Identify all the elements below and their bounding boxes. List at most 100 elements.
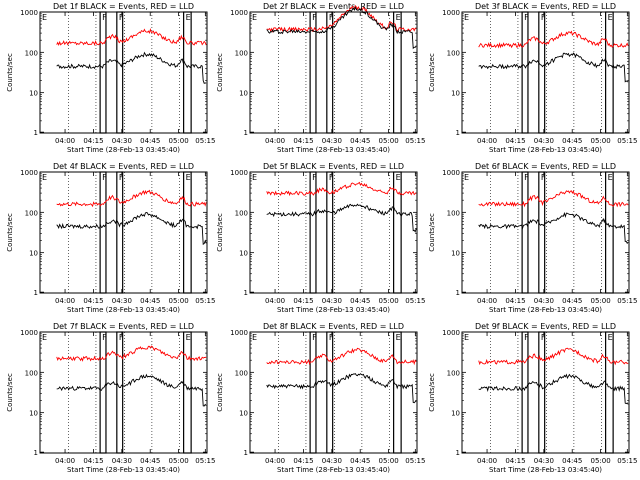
event-flag-label: F	[329, 333, 334, 342]
event-interval-box	[99, 11, 107, 134]
y-tick-label: 1000	[442, 169, 460, 177]
y-axis-label: Counts/sec	[6, 373, 14, 412]
plot-frame	[249, 331, 418, 454]
y-tick-label: 1000	[20, 329, 38, 337]
y-tick-label: 10	[29, 90, 38, 98]
x-axis-label: Start Time (28-Feb-13 03:45:40)	[277, 466, 390, 474]
x-tick-label: 05:15	[617, 297, 637, 305]
x-tick-label: 05:00	[591, 137, 611, 145]
event-flag-label: E	[186, 13, 191, 22]
x-tick-label: 05:15	[405, 297, 425, 305]
x-tick-label: 04:30	[112, 457, 132, 465]
event-interval-box	[521, 171, 529, 294]
chart-panel: Det 2f BLACK = Events, RED = LLD Counts/s…	[216, 2, 425, 154]
events-series-line	[56, 373, 207, 407]
event-interval-box	[309, 171, 317, 294]
event-interval-box	[116, 171, 124, 294]
event-interval-box	[605, 171, 614, 294]
x-axis-label: Start Time (28-Feb-13 03:45:40)	[489, 146, 602, 154]
chart-panel: Det 5f BLACK = Events, RED = LLD Counts/s…	[216, 162, 425, 314]
chart-panel: Det 4f BLACK = Events, RED = LLD Counts/s…	[6, 162, 215, 314]
events-series-line	[266, 6, 417, 50]
event-interval-box	[183, 11, 192, 134]
x-tick-label: 04:30	[534, 137, 554, 145]
x-tick-label: 04:45	[562, 297, 582, 305]
event-interval-box	[99, 331, 107, 454]
x-tick-label: 04:00	[55, 137, 75, 145]
x-tick-label: 05:00	[379, 297, 399, 305]
events-series-line	[266, 373, 417, 404]
event-flag-label: F	[541, 333, 546, 342]
y-tick-label: 10	[239, 410, 248, 418]
event-interval-box	[326, 331, 334, 454]
chart-title: Det 4f BLACK = Events, RED = LLD	[53, 162, 194, 171]
x-tick-label: 04:45	[140, 137, 160, 145]
event-flag-label: F	[524, 13, 529, 22]
event-interval-box	[326, 171, 334, 294]
event-flag-label: F	[102, 333, 107, 342]
y-tick-label: 1000	[20, 169, 38, 177]
chart-title: Det 1f BLACK = Events, RED = LLD	[53, 2, 194, 11]
chart-panel: Det 9f BLACK = Events, RED = LLD Counts/s…	[428, 322, 637, 474]
lld-series-line	[56, 345, 207, 362]
x-tick-label: 04:15	[505, 297, 525, 305]
x-tick-label: 04:45	[350, 297, 370, 305]
y-axis-label: Counts/sec	[216, 373, 224, 412]
x-tick-label: 05:00	[379, 457, 399, 465]
y-tick-label: 10	[29, 410, 38, 418]
event-flag-label: E	[608, 173, 613, 182]
y-tick-label: 100	[447, 369, 460, 377]
x-tick-label: 05:15	[195, 297, 215, 305]
event-interval-box	[538, 331, 546, 454]
plot-frame	[39, 331, 208, 454]
x-tick-label: 04:30	[322, 137, 342, 145]
y-tick-label: 100	[235, 209, 248, 217]
event-flag-label: E	[252, 173, 257, 182]
x-tick-label: 04:00	[55, 457, 75, 465]
plot-frame	[249, 171, 418, 294]
x-tick-label: 04:00	[55, 297, 75, 305]
lld-series-line	[478, 347, 629, 366]
event-flag-label: E	[608, 13, 613, 22]
plot-frame	[39, 11, 208, 134]
chart-panel: Det 7f BLACK = Events, RED = LLD Counts/s…	[6, 322, 215, 474]
y-tick-label: 100	[25, 49, 38, 57]
x-tick-label: 05:00	[591, 297, 611, 305]
y-tick-label: 10	[451, 250, 460, 258]
y-tick-label: 10	[239, 250, 248, 258]
x-axis-label: Start Time (28-Feb-13 03:45:40)	[67, 146, 180, 154]
event-flag-label: E	[42, 173, 47, 182]
x-tick-label: 05:15	[405, 457, 425, 465]
y-tick-label: 100	[25, 369, 38, 377]
x-tick-label: 04:45	[350, 137, 370, 145]
x-tick-label: 04:30	[112, 297, 132, 305]
x-axis-label: Start Time (28-Feb-13 03:45:40)	[67, 306, 180, 314]
event-interval-box	[309, 331, 317, 454]
x-axis-label: Start Time (28-Feb-13 03:45:40)	[67, 466, 180, 474]
x-tick-label: 04:00	[477, 297, 497, 305]
event-flag-label: F	[524, 173, 529, 182]
x-axis-label: Start Time (28-Feb-13 03:45:40)	[277, 146, 390, 154]
chart-title: Det 8f BLACK = Events, RED = LLD	[263, 322, 404, 331]
x-tick-label: 05:15	[617, 137, 637, 145]
y-axis-label: Counts/sec	[428, 213, 436, 252]
event-flag-label: F	[329, 13, 334, 22]
x-tick-label: 04:15	[505, 457, 525, 465]
y-tick-label: 1000	[230, 329, 248, 337]
y-tick-label: 100	[447, 209, 460, 217]
event-flag-label: E	[396, 333, 401, 342]
y-tick-label: 1	[34, 289, 38, 297]
event-flag-label: E	[42, 13, 47, 22]
x-tick-label: 05:00	[591, 457, 611, 465]
lld-series-line	[478, 30, 629, 49]
chart-title: Det 6f BLACK = Events, RED = LLD	[475, 162, 616, 171]
x-tick-label: 05:15	[195, 137, 215, 145]
y-tick-label: 1000	[442, 329, 460, 337]
events-series-line	[478, 52, 629, 83]
x-tick-label: 05:00	[169, 457, 189, 465]
x-tick-label: 04:30	[534, 297, 554, 305]
event-flag-label: E	[608, 333, 613, 342]
event-flag-label: E	[396, 173, 401, 182]
y-axis-label: Counts/sec	[428, 373, 436, 412]
